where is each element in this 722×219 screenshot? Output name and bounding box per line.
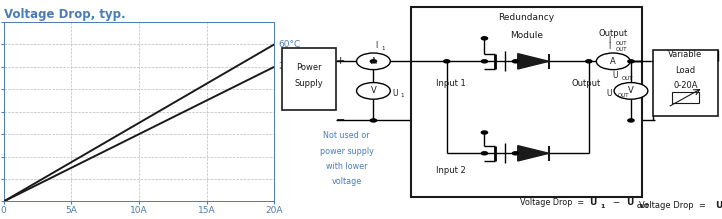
Circle shape	[443, 60, 450, 63]
Text: Voltage Drop, typ.: Voltage Drop, typ.	[4, 8, 125, 21]
Text: Voltage Drop  =: Voltage Drop =	[640, 201, 713, 210]
Circle shape	[586, 60, 592, 63]
Text: I: I	[609, 42, 611, 51]
Circle shape	[482, 152, 487, 155]
Text: Output: Output	[599, 29, 628, 38]
Text: U: U	[393, 88, 398, 98]
Text: Module: Module	[510, 30, 543, 40]
Text: U: U	[716, 201, 722, 210]
Text: V: V	[370, 86, 376, 95]
Text: Input 1: Input 1	[435, 79, 466, 88]
Text: Output: Output	[571, 79, 600, 88]
Circle shape	[513, 60, 518, 63]
Text: A: A	[610, 57, 616, 66]
Text: U: U	[606, 88, 612, 98]
Text: 1: 1	[600, 204, 604, 209]
Circle shape	[357, 83, 391, 99]
Circle shape	[357, 53, 391, 70]
Circle shape	[628, 119, 634, 122]
Text: OUT: OUT	[615, 41, 627, 46]
Text: OUT: OUT	[617, 94, 629, 98]
Circle shape	[614, 83, 648, 99]
Text: voltage: voltage	[331, 177, 362, 186]
Text: U: U	[588, 198, 596, 207]
Circle shape	[482, 37, 487, 40]
Text: I: I	[609, 36, 611, 46]
Text: Voltage Drop  =: Voltage Drop =	[520, 198, 588, 207]
Text: Variable: Variable	[669, 50, 703, 59]
Circle shape	[513, 152, 518, 155]
Text: +: +	[336, 56, 345, 66]
Text: 60°C: 60°C	[279, 40, 300, 49]
Polygon shape	[518, 146, 549, 161]
Text: Redundancy: Redundancy	[499, 13, 554, 22]
Text: Not used or: Not used or	[323, 131, 370, 140]
Circle shape	[370, 60, 377, 63]
Text: OUT: OUT	[622, 76, 634, 81]
Text: −: −	[606, 198, 625, 207]
Circle shape	[628, 60, 634, 63]
Text: Supply: Supply	[295, 79, 323, 88]
Circle shape	[482, 131, 487, 134]
Text: Input 2: Input 2	[435, 166, 466, 175]
Text: V: V	[628, 86, 634, 95]
Text: 1: 1	[400, 93, 404, 98]
Text: A: A	[370, 57, 376, 66]
Text: U: U	[627, 198, 634, 207]
Circle shape	[482, 60, 487, 63]
Text: U: U	[612, 71, 617, 81]
Circle shape	[370, 119, 377, 122]
Bar	[412, 7, 642, 197]
Bar	[672, 92, 699, 103]
Text: I: I	[375, 41, 378, 50]
Text: 0-20A: 0-20A	[673, 81, 697, 90]
Bar	[653, 50, 718, 116]
Bar	[282, 48, 336, 110]
Text: Power: Power	[296, 63, 322, 72]
Text: OUT: OUT	[615, 47, 627, 52]
Text: Load: Load	[675, 65, 695, 75]
Polygon shape	[518, 54, 549, 69]
Text: with lower: with lower	[326, 162, 367, 171]
Circle shape	[596, 53, 630, 70]
Text: power supply: power supply	[320, 147, 374, 156]
Text: OUT: OUT	[637, 204, 650, 209]
Text: 25°C: 25°C	[279, 62, 300, 71]
Text: −: −	[336, 115, 345, 125]
Text: 1: 1	[381, 46, 385, 51]
